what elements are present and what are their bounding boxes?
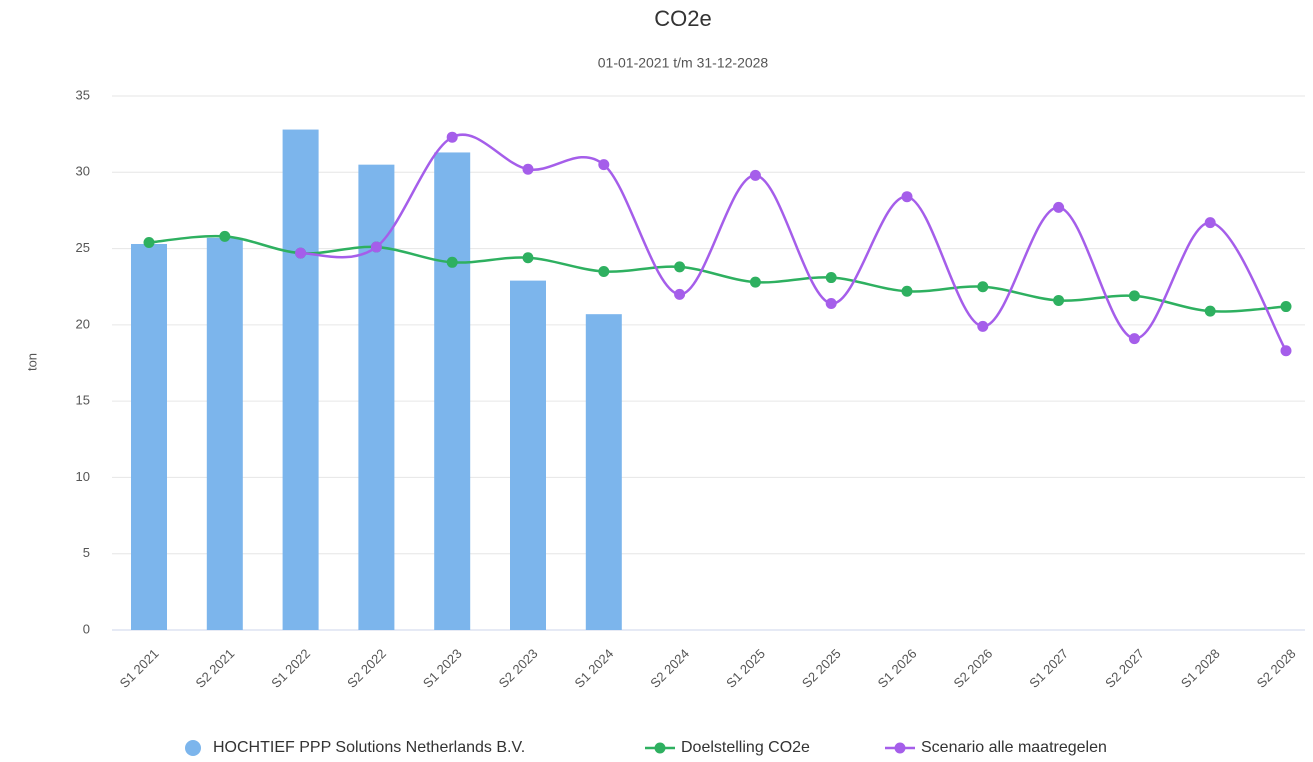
bar — [585, 314, 622, 630]
point — [749, 169, 761, 181]
point — [1053, 201, 1065, 213]
y-tick-label: 5 — [83, 545, 90, 560]
bar — [282, 129, 319, 630]
point — [598, 265, 610, 277]
legend-symbol — [894, 742, 906, 754]
bar — [206, 237, 243, 631]
point — [598, 159, 610, 171]
point — [446, 131, 458, 143]
bar — [510, 280, 546, 630]
point — [901, 191, 913, 203]
x-tick-label: S1 2025 — [723, 646, 768, 691]
point — [522, 252, 534, 264]
point — [901, 285, 913, 297]
x-tick-label: S1 2022 — [268, 646, 313, 691]
point — [1053, 294, 1065, 306]
legend-label: Scenario alle maatregelen — [921, 739, 1107, 756]
x-tick-label: S2 2027 — [1102, 646, 1147, 691]
point — [446, 256, 458, 268]
point — [1280, 301, 1292, 313]
y-tick-label: 0 — [83, 621, 90, 636]
point — [143, 236, 155, 248]
x-tick-label: S2 2025 — [799, 646, 844, 691]
point — [749, 276, 761, 288]
point — [522, 163, 534, 175]
x-tick-label: S2 2021 — [192, 646, 237, 691]
point — [674, 288, 686, 300]
point — [370, 241, 382, 253]
x-tick-label: S1 2024 — [571, 646, 616, 691]
x-tick-label: S1 2021 — [117, 646, 162, 691]
point — [825, 297, 837, 309]
legend-symbol — [654, 742, 666, 754]
legend-label: HOCHTIEF PPP Solutions Netherlands B.V. — [213, 739, 525, 756]
point — [1128, 333, 1140, 345]
y-tick-label: 10 — [76, 469, 90, 484]
x-tick-label: S1 2026 — [875, 646, 920, 691]
point — [1204, 217, 1216, 229]
point — [825, 272, 837, 284]
y-tick-label: 20 — [76, 316, 90, 331]
x-tick-label: S2 2024 — [647, 646, 692, 691]
point — [1128, 290, 1140, 302]
y-tick-label: 35 — [76, 87, 90, 102]
y-tick-label: 25 — [76, 240, 90, 255]
chart-subtitle: 01-01-2021 t/m 31-12-2028 — [598, 55, 769, 71]
point — [219, 230, 231, 242]
x-tick-label: S1 2023 — [420, 646, 465, 691]
point — [674, 261, 686, 273]
x-tick-label: S1 2028 — [1178, 646, 1223, 691]
chart-title: CO2e — [654, 6, 711, 31]
legend-symbol — [185, 740, 201, 756]
point — [1204, 305, 1216, 317]
point — [977, 281, 989, 293]
series-line — [148, 234, 1287, 313]
point — [295, 247, 307, 259]
x-tick-label: S2 2023 — [496, 646, 541, 691]
y-tick-label: 30 — [76, 164, 90, 179]
y-axis-label: ton — [24, 353, 39, 371]
point — [977, 320, 989, 332]
x-tick-label: S2 2022 — [344, 646, 389, 691]
legend-label: Doelstelling CO2e — [681, 739, 810, 756]
x-tick-label: S2 2028 — [1254, 646, 1299, 691]
x-tick-label: S1 2027 — [1026, 646, 1071, 691]
y-tick-label: 15 — [76, 393, 90, 408]
x-tick-label: S2 2026 — [950, 646, 995, 691]
point — [1280, 345, 1292, 357]
bar — [434, 152, 471, 631]
bar — [131, 243, 167, 630]
